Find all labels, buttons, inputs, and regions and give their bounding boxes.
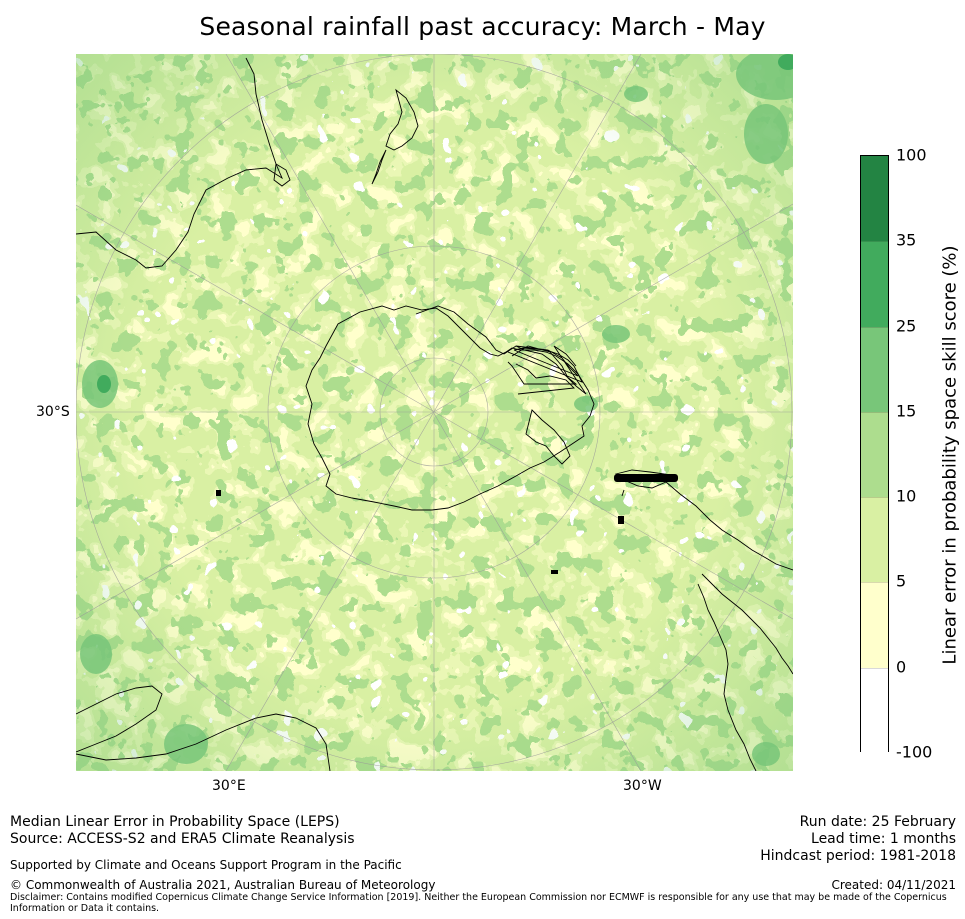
colorbar-bin [861, 667, 888, 754]
disclaimer-line-2: Information or Data it contains. [10, 903, 160, 914]
colorbar-bin [861, 497, 888, 584]
lon-label-30e: 30°E [212, 778, 246, 794]
map-panel [76, 54, 793, 771]
footer-left: Median Linear Error in Probability Space… [10, 814, 355, 848]
skill-score-map [76, 54, 793, 771]
leps-caption: Median Linear Error in Probability Space… [10, 814, 340, 830]
colorbar-label: Linear error in probability space skill … [939, 245, 961, 665]
colorbar-bin [861, 156, 888, 242]
created-date: Created: 04/11/2021 [831, 878, 956, 892]
colorbar-bin [861, 241, 888, 328]
island-markers [216, 474, 678, 574]
africa-coast [76, 685, 331, 771]
hindcast-period: Hindcast period: 1981-2018 [760, 848, 956, 864]
colorbar-tick-label: 10 [896, 486, 917, 506]
source-caption: Source: ACCESS-S2 and ERA5 Climate Reana… [10, 831, 355, 847]
australia-coast [76, 57, 283, 269]
antarctica-outline [305, 305, 595, 511]
colorbar-bin [861, 582, 888, 669]
highest-skill-patches [97, 54, 793, 393]
lat-label-30s: 30°S [36, 404, 70, 420]
skill-field-edges [76, 54, 793, 771]
antarctic-peninsula-coast [525, 409, 571, 465]
patagonia-coast [697, 583, 757, 771]
graticule [76, 54, 793, 771]
colorbar-bin [861, 326, 888, 413]
colorbar-tick-label: 15 [896, 401, 917, 421]
colorbar-tick-label: 35 [896, 230, 917, 250]
colorbar-tick-label: 100 [896, 145, 927, 165]
disclaimer-line-1: Disclaimer: Contains modified Copernicus… [10, 892, 947, 903]
colorbar-bin [861, 411, 888, 499]
antarctica-coast [415, 305, 587, 395]
new-zealand-coast [371, 88, 419, 185]
colorbar-tick-label: 0 [896, 657, 907, 677]
colorbar-tick-label: -100 [896, 742, 933, 762]
tasmania-coast [273, 163, 291, 187]
colorbar-tick-label: 5 [896, 571, 907, 591]
lead-time: Lead time: 1 months [811, 831, 956, 847]
support-caption: Supported by Climate and Oceans Support … [10, 858, 402, 872]
disclaimer: Disclaimer: Contains modified Copernicus… [10, 892, 950, 914]
colorbar-tick-label: 25 [896, 316, 917, 336]
footer-right: Run date: 25 February Lead time: 1 month… [760, 814, 956, 865]
copyright-caption: © Commonwealth of Australia 2021, Austra… [10, 878, 436, 892]
map-title: Seasonal rainfall past accuracy: March -… [199, 12, 766, 41]
run-date: Run date: 25 February [799, 814, 956, 830]
colorbar [860, 155, 889, 754]
lon-label-30w: 30°W [623, 778, 662, 794]
